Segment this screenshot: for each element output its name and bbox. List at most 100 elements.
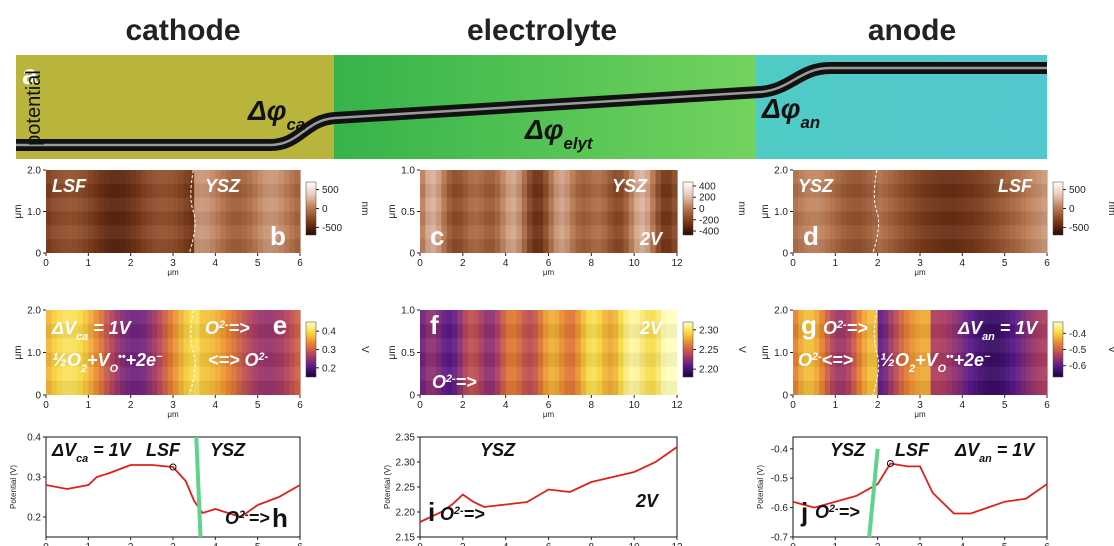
map-stripe xyxy=(284,310,291,395)
map-stripe xyxy=(178,170,185,253)
annotation: ΔVan = 1V xyxy=(954,440,1036,465)
map-stripe xyxy=(983,170,990,253)
map-stripe xyxy=(72,170,79,253)
map-stripe xyxy=(972,170,979,253)
x-tick-label: 8 xyxy=(589,400,595,411)
map-stripe xyxy=(194,310,201,395)
map-stripe xyxy=(618,310,625,395)
x-tick-label: 3 xyxy=(170,542,176,546)
panel-label: a xyxy=(22,59,38,90)
y-tick-label: 0.3 xyxy=(27,473,41,484)
map-stripe xyxy=(215,310,222,395)
marker xyxy=(886,459,894,467)
map-stripe xyxy=(888,170,895,253)
annotation: YSZ xyxy=(210,440,246,460)
x-tick-label: 4 xyxy=(503,258,509,269)
annotation: O2-=> xyxy=(823,318,868,338)
map-stripe xyxy=(793,170,799,253)
map-stripe xyxy=(628,170,635,253)
map-texture xyxy=(420,225,677,240)
map-stripe xyxy=(46,310,52,395)
colorbar-tick-label: 0 xyxy=(1069,204,1075,215)
y-tick-label: 0 xyxy=(409,391,415,402)
x-tick-label: 3 xyxy=(917,258,923,269)
map-stripe xyxy=(194,170,201,253)
map-stripe xyxy=(484,310,491,395)
map-texture xyxy=(793,324,1047,339)
x-tick-label: 2 xyxy=(460,400,466,411)
x-axis-label: μm xyxy=(167,268,179,277)
superscript: 2- xyxy=(811,351,822,363)
map-texture xyxy=(793,183,1047,198)
map-stripe xyxy=(988,310,995,395)
map-stripe xyxy=(925,310,932,395)
map-stripe xyxy=(188,310,195,395)
annotation-part: Δφ xyxy=(247,95,287,126)
map-stripe xyxy=(830,170,836,253)
map-stripe xyxy=(957,310,963,395)
map-stripe xyxy=(247,170,253,253)
map-texture xyxy=(793,366,1047,381)
map-stripe xyxy=(830,310,836,395)
x-tick-label: 5 xyxy=(255,400,261,411)
map-stripe xyxy=(1020,310,1027,395)
y-tick-label: -0.4 xyxy=(771,444,789,455)
map-stripe xyxy=(580,310,587,395)
map-stripe xyxy=(548,170,555,253)
annotation-part: LSF xyxy=(52,176,87,196)
map-stripe xyxy=(231,170,238,253)
map-stripe xyxy=(569,310,576,395)
colorbar-tick-label: 2.25 xyxy=(699,345,719,356)
map-texture xyxy=(420,310,677,325)
map-stripe xyxy=(532,310,539,395)
panel-label: e xyxy=(273,310,287,340)
colorbar-tick-label: 200 xyxy=(699,193,716,204)
annotation-part: = 1V xyxy=(88,440,133,460)
map-stripe xyxy=(543,170,550,253)
map-stripe xyxy=(284,170,291,253)
plot-frame xyxy=(792,436,1048,538)
map-stripe xyxy=(851,310,858,395)
map-texture xyxy=(793,197,1047,212)
annotation: ½O2+VO••+2e− xyxy=(52,350,163,375)
annotation: YSZ xyxy=(798,176,834,196)
map-stripe xyxy=(452,310,459,395)
map-stripe xyxy=(135,310,142,395)
map-stripe xyxy=(798,170,805,253)
x-axis-label: μm xyxy=(914,268,926,277)
x-tick-label: 0 xyxy=(417,542,423,546)
map-stripe xyxy=(141,170,148,253)
map-stripe xyxy=(793,310,799,395)
map-stripe xyxy=(268,310,275,395)
map-stripe xyxy=(972,310,979,395)
map-stripe xyxy=(104,310,111,395)
map-stripe xyxy=(98,170,105,253)
x-tick-label: 4 xyxy=(213,542,219,546)
map-stripe xyxy=(666,170,673,253)
colorbar-tick-label: -200 xyxy=(699,215,719,226)
x-tick-label: 2 xyxy=(875,542,881,546)
map-stripe xyxy=(808,170,815,253)
y-tick-label: 1.0 xyxy=(401,166,415,177)
schematic-ylabel: potential xyxy=(23,70,45,146)
plot-frame xyxy=(419,436,678,538)
map-stripe xyxy=(569,170,576,253)
map-stripe xyxy=(650,310,657,395)
map-stripe xyxy=(157,310,164,395)
map-stripe xyxy=(893,170,900,253)
annotation: <=> O2- xyxy=(208,350,269,370)
map-stripe xyxy=(898,170,905,253)
map-stripe xyxy=(67,170,74,253)
plot-frame xyxy=(45,436,301,538)
map-stripe xyxy=(278,310,285,395)
colorbar-unit: V xyxy=(359,346,370,353)
x-tick-label: 0 xyxy=(43,258,49,269)
superscript: •• xyxy=(118,351,126,363)
annotation-part: => xyxy=(464,504,486,524)
map-stripe xyxy=(51,310,58,395)
x-tick-label: 3 xyxy=(917,400,923,411)
x-tick-label: 0 xyxy=(43,542,49,546)
boundary-line xyxy=(867,448,880,538)
map-stripe xyxy=(135,170,142,253)
